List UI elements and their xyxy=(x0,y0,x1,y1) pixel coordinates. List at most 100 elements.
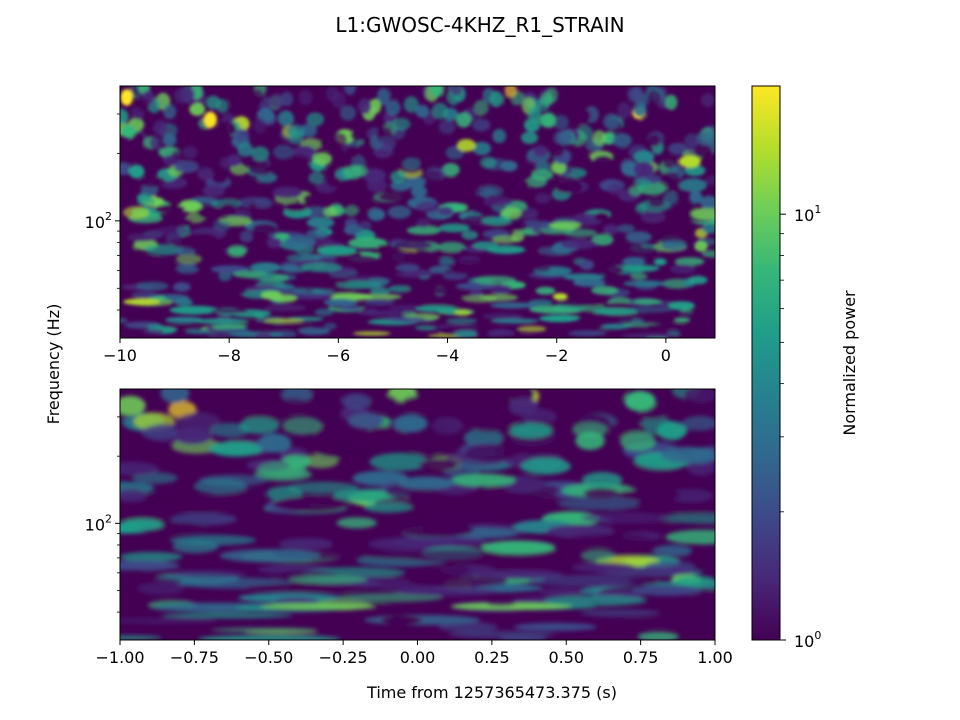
spectrogram-tile xyxy=(528,106,542,123)
spectrogram-tile xyxy=(492,335,533,338)
spectrogram-tile xyxy=(472,141,492,156)
lower-y-ticks: 102 xyxy=(85,416,120,613)
spectrogram-tile xyxy=(595,567,699,577)
spectrogram-tile xyxy=(524,118,541,132)
x-tick-label: 0 xyxy=(661,346,671,365)
spectrogram-tile xyxy=(579,259,594,270)
colorbar-tick-label: 100 xyxy=(794,629,821,651)
spectrogram-tile xyxy=(490,302,535,309)
spectrogram-tile xyxy=(647,134,661,147)
spectrogram-tile xyxy=(538,246,571,256)
spectrogram-tile xyxy=(628,575,660,585)
spectrogram-tile xyxy=(693,144,713,159)
spectrogram-tile xyxy=(662,156,679,169)
spectrogram-tile xyxy=(170,497,231,514)
spectrogram-tile xyxy=(174,298,193,306)
spectrogram-tile xyxy=(282,416,323,435)
spectrogram-tile xyxy=(534,193,551,204)
spectrogram-tile xyxy=(195,318,248,325)
spectrogram-tile xyxy=(684,133,700,147)
spectrogram-tile xyxy=(402,157,421,171)
spectrogram-tile xyxy=(230,164,249,176)
x-tick-label: −10 xyxy=(103,346,137,365)
spectrogram-tile xyxy=(438,223,470,233)
spectrogram-tile xyxy=(306,217,335,229)
spectrogram-tile xyxy=(390,180,412,192)
spectrogram-tile xyxy=(430,86,444,98)
spectrogram-tile xyxy=(659,513,715,524)
spectrogram-tile xyxy=(301,262,343,273)
spectrogram-tile xyxy=(288,575,368,584)
spectrogram-tile xyxy=(278,537,333,550)
spectrogram-tile xyxy=(381,251,411,263)
spectrogram-tile xyxy=(149,136,162,150)
spectrogram-tile xyxy=(633,298,662,305)
spectrogram-tile xyxy=(592,308,639,315)
spectrogram-tile xyxy=(393,240,433,251)
spectrogram-tile xyxy=(583,487,620,500)
figure-title: L1:GWOSC-4KHZ_R1_STRAIN xyxy=(335,13,624,37)
spectrogram-tile xyxy=(132,472,178,484)
spectrogram-tile xyxy=(121,518,164,531)
spectrogram-tile xyxy=(701,223,715,234)
x-tick-label: −2 xyxy=(545,346,569,365)
spectrogram-tile xyxy=(154,204,185,214)
spectrogram-tile xyxy=(174,160,199,174)
y-axis-label: Frequency (Hz) xyxy=(44,304,63,425)
spectrogram-tile xyxy=(323,322,337,330)
spectrogram-tile xyxy=(323,298,358,306)
spectrogram-tile xyxy=(483,196,514,207)
spectrogram-tile xyxy=(450,86,463,97)
spectrogram-tile xyxy=(509,422,553,439)
spectrogram-tile xyxy=(169,217,194,228)
spectrogram-tile xyxy=(170,512,237,526)
x-tick-label: −8 xyxy=(217,346,241,365)
spectrogram-tile xyxy=(131,133,145,147)
spectrogram-tile xyxy=(637,247,660,257)
spectrogram-tile xyxy=(603,113,620,130)
spectrogram-tile xyxy=(339,105,356,121)
spectrogram-tile xyxy=(482,313,523,319)
spectrogram-tile xyxy=(377,87,391,106)
spectrogram-tile xyxy=(412,249,433,259)
spectrogram-tile xyxy=(520,131,539,144)
spectrogram-tile xyxy=(450,473,516,487)
spectrogram-tile xyxy=(264,304,307,312)
spectrogram-tile xyxy=(563,228,597,238)
spectrogram-tile xyxy=(552,114,569,130)
spectrogram-tile xyxy=(120,635,162,640)
spectrogram-tile xyxy=(438,621,499,633)
spectrogram-tile xyxy=(504,86,517,98)
spectrogram-tile xyxy=(314,308,334,317)
spectrogram-tile xyxy=(120,89,133,106)
spectrogram-tile xyxy=(690,207,715,220)
spectrogram-tile xyxy=(213,220,231,231)
spectrogram-tile xyxy=(603,224,619,235)
spectrogram-tile xyxy=(227,246,247,257)
spectrogram-tile xyxy=(120,560,180,571)
spectrogram-tile xyxy=(673,317,691,323)
spectrogram-tile xyxy=(392,117,411,131)
spectrogram-tile xyxy=(454,309,472,316)
spectrogram-tile xyxy=(249,262,282,273)
spectrogram-tile xyxy=(341,393,371,410)
spectrogram-tile xyxy=(392,414,428,433)
spectrogram-tile xyxy=(629,185,643,197)
x-tick-label: −6 xyxy=(327,346,351,365)
spectrogram-tile xyxy=(581,472,623,488)
spectrogram-tile xyxy=(423,169,442,181)
spectrogram-tile xyxy=(137,194,156,207)
spectrogram-tile xyxy=(431,102,448,120)
spectrogram-tile xyxy=(354,293,402,300)
spectrogram-tile xyxy=(594,212,610,221)
spectrogram-tile xyxy=(696,130,715,146)
spectrogram-tile xyxy=(308,171,325,185)
spectrogram-tile xyxy=(472,241,499,250)
lower-x-ticks: −1.00 −0.75 −0.50 −0.25 0.00 0.25 0.50 0.75 1.00 xyxy=(95,640,733,667)
spectrogram-tile xyxy=(678,155,701,168)
spectrogram-tile xyxy=(367,277,389,288)
spectrogram-tile xyxy=(472,118,491,132)
spectrogram-tile xyxy=(630,272,648,281)
spectrogram-tile xyxy=(670,264,696,274)
spectrogram-tile xyxy=(475,185,503,198)
